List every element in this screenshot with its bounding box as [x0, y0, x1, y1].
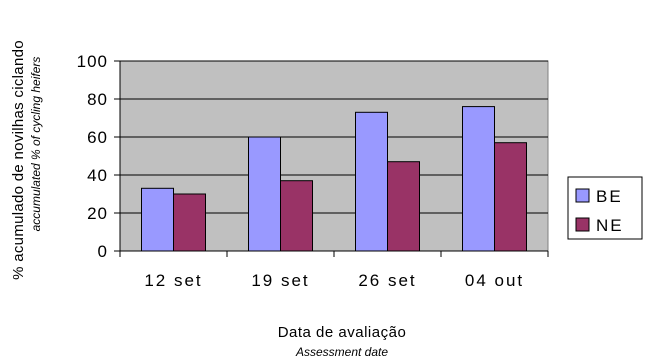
- y-tick-label: 60: [87, 128, 108, 147]
- y-tick-label: 100: [77, 52, 108, 71]
- legend-label-be: BE: [596, 187, 623, 206]
- bar-be-2: [355, 111, 388, 252]
- y-tick-label: 80: [87, 90, 108, 109]
- y-tick-label: 0: [98, 242, 108, 261]
- legend-swatch-be: [575, 188, 590, 203]
- x-tick-label: 12 set: [144, 271, 202, 290]
- legend: BE NE: [567, 176, 643, 240]
- bar-ne-0: [173, 193, 206, 252]
- x-tick-labels: 12 set 19 set 26 set 04 out: [144, 271, 524, 290]
- y-tick-label: 40: [87, 166, 108, 185]
- y-axis-title: % acumulado de novilhas ciclando: [10, 40, 27, 280]
- x-tick-label: 19 set: [251, 271, 309, 290]
- bar-be-3: [462, 106, 495, 252]
- legend-label-ne: NE: [596, 216, 624, 235]
- x-axis-subtitle: Assessment date: [295, 345, 388, 359]
- axes: [114, 60, 549, 257]
- y-axis-subtitle: accumulated % of cycling heifers: [29, 57, 43, 232]
- legend-swatch-ne: [575, 217, 590, 232]
- y-tick-label: 20: [87, 204, 108, 223]
- bars: [141, 106, 527, 252]
- x-axis-title: Data de avaliação: [278, 324, 407, 341]
- bar-be-0: [141, 187, 174, 252]
- legend-box: [567, 176, 643, 240]
- bar-ne-3: [494, 142, 527, 252]
- bar-ne-1: [280, 180, 313, 252]
- bar-ne-2: [387, 161, 420, 252]
- x-tick-label: 26 set: [358, 271, 416, 290]
- y-tick-labels: 0 20 40 60 80 100: [77, 52, 108, 261]
- bar-be-1: [248, 136, 281, 252]
- x-tick-label: 04 out: [465, 271, 524, 290]
